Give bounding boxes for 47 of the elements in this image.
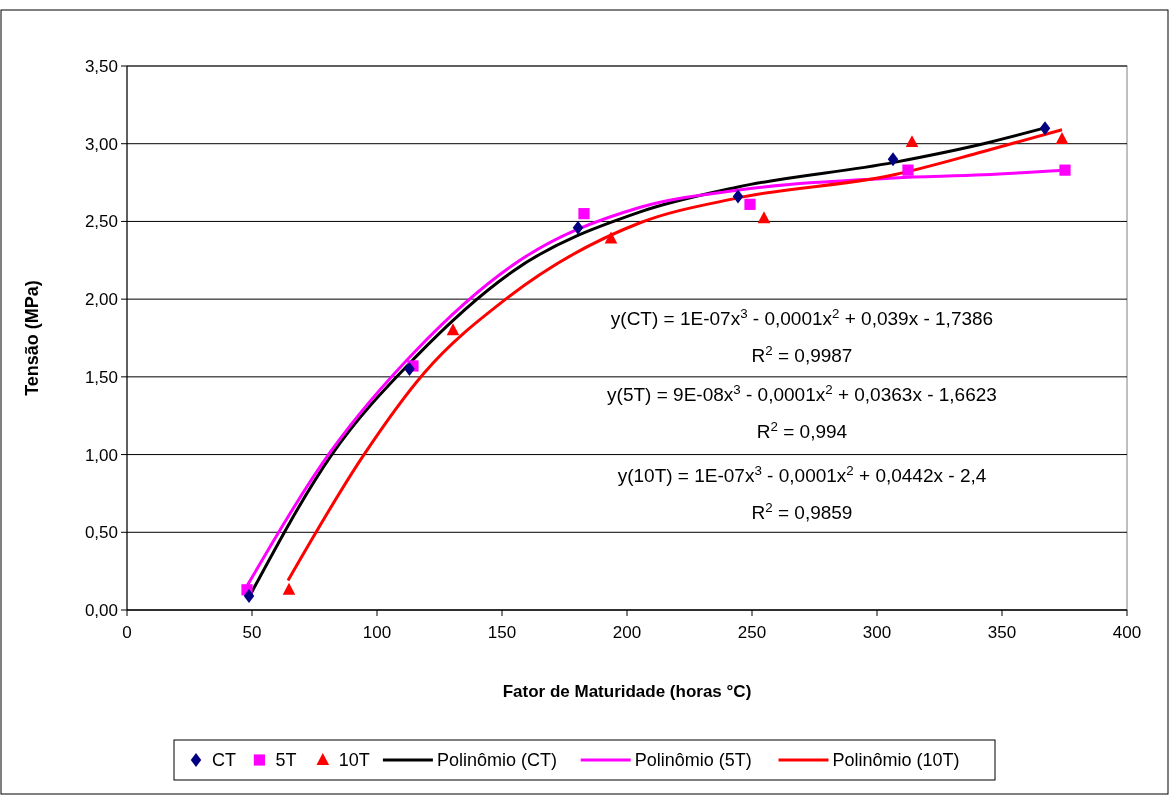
annotation: y(5T) = 9E-08x$^{3}$ - 0,0001x$^{2}$ + 0,0363x - 1,6623 — [607, 381, 997, 405]
x-tick-label: 50 — [242, 623, 262, 642]
annotation: R$^{2}$ = 0,9859 — [751, 499, 853, 523]
point — [1039, 121, 1051, 136]
legend-label: Polinômio (CT) — [436, 750, 557, 771]
point — [902, 164, 914, 176]
y-tick-label: 2,50 — [84, 212, 118, 232]
point — [732, 189, 744, 204]
x-tick-label: 300 — [862, 623, 892, 642]
x-tick-label: 150 — [487, 623, 517, 642]
x-tick-label: 200 — [612, 623, 642, 642]
point — [1055, 132, 1069, 144]
point — [572, 220, 584, 235]
y-tick-label: 1,50 — [84, 367, 118, 387]
y-tick-label: 3,50 — [84, 56, 118, 76]
legend-label: Polinômio (5T) — [634, 750, 752, 771]
y-tick-label: 0,00 — [84, 600, 118, 620]
point — [905, 135, 919, 148]
point — [744, 198, 756, 210]
annotation: R$^{2}$ = 0,9987 — [751, 342, 853, 366]
x-tick-label: 350 — [987, 623, 1017, 642]
legend-label: 5T — [275, 750, 297, 771]
point — [887, 152, 899, 167]
y-tick-label: 3,00 — [84, 134, 118, 154]
point — [282, 582, 296, 595]
y-axis-title: Tensão (MPa) — [22, 280, 42, 396]
annotation: y(CT) = 1E-07x$^{3}$ - 0,0001x$^{2}$ + 0,039x - 1,7386 — [610, 305, 994, 329]
x-tick-label: 100 — [362, 623, 392, 642]
legend-label: Polinômio (10T) — [832, 750, 960, 771]
point — [404, 362, 415, 377]
point — [604, 231, 618, 244]
legend-label: CT — [212, 750, 236, 771]
y-tick-label: 0,50 — [84, 523, 118, 543]
x-tick-label: 250 — [737, 623, 767, 642]
annotation: y(10T) = 1E-07x$^{3}$ - 0,0001x$^{2}$ + 0,0442x - 2,4 — [617, 462, 987, 486]
x-tick-label: 0 — [122, 623, 132, 642]
annotation: R$^{2}$ = 0,994 — [756, 418, 848, 442]
point — [578, 208, 590, 220]
point — [1059, 164, 1071, 176]
y-tick-label: 2,00 — [84, 290, 118, 310]
y-tick-label: 1,00 — [84, 445, 118, 465]
point — [446, 323, 460, 336]
x-tick-label: 400 — [1112, 623, 1142, 642]
legend-label: 10T — [338, 750, 370, 771]
x-axis-title: Fator de Maturidade (horas °C) — [502, 682, 752, 701]
point — [243, 589, 255, 604]
point — [757, 211, 771, 224]
